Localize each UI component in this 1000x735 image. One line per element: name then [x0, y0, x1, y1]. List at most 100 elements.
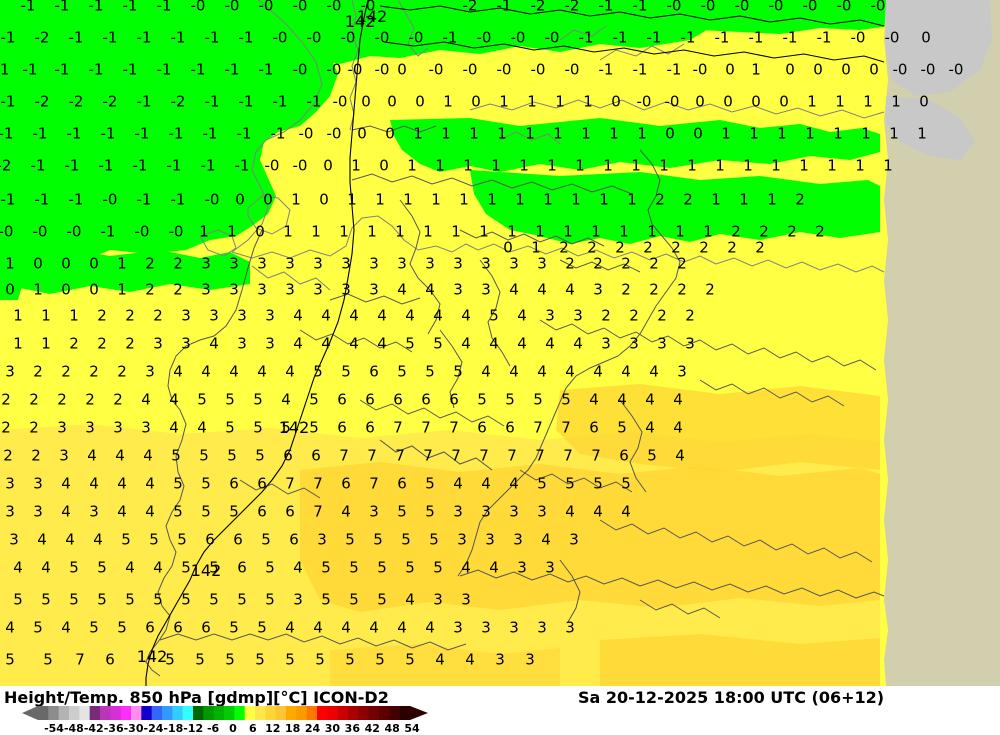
temperature-value: 0: [921, 28, 931, 47]
temperature-value: 1: [721, 124, 731, 143]
temperature-value: 5: [265, 590, 275, 609]
temperature-value: 4: [433, 306, 443, 325]
temperature-value: -0: [32, 222, 48, 241]
temperature-value: 3: [229, 280, 239, 299]
temperature-value: 2: [683, 190, 693, 209]
temperature-value: 6: [365, 390, 375, 409]
colorbar-tick: -12: [183, 722, 204, 735]
temperature-value: 1: [283, 222, 293, 241]
temperature-value: 3: [237, 334, 247, 353]
temperature-value: 3: [9, 530, 19, 549]
temperature-value: -1: [238, 92, 254, 111]
forecast-map[interactable]: -1 -1 -1 -1 -1 -0 -0 -0 -0 -0 -0 -2 -1 -2 -2 -1 -1 -0 -0 -0…: [0, 0, 1000, 686]
temperature-value: 2: [731, 222, 741, 241]
temperature-value: 4: [645, 418, 655, 437]
temperature-value: 4: [145, 474, 155, 493]
temperature-value: 0: [665, 124, 675, 143]
temperature-value: 5: [537, 474, 547, 493]
temperature-value: -1: [748, 28, 764, 47]
temperature-value: 0: [5, 280, 15, 299]
temperature-value: 0: [779, 92, 789, 111]
temperature-value: 3: [181, 306, 191, 325]
temperature-value: -0: [224, 0, 240, 15]
colorbar-swatch: [193, 706, 204, 720]
temperature-value: 3: [545, 306, 555, 325]
temperature-value: 1: [395, 222, 405, 241]
temperature-value: 6: [105, 650, 115, 669]
temperature-value: 2: [657, 306, 667, 325]
temperature-value: -0: [884, 28, 900, 47]
temperature-value: -1: [88, 0, 104, 15]
temperature-value: 1: [827, 156, 837, 175]
temperature-value: 3: [293, 590, 303, 609]
temperature-value: 2: [559, 238, 569, 257]
colorbar-swatch: [399, 706, 411, 720]
temperature-value: -1: [680, 28, 696, 47]
colorbar-left-arrow: [22, 706, 38, 720]
temperature-value: -1: [20, 0, 36, 15]
outside-sea-area: [886, 0, 992, 96]
temperature-value: 5: [309, 390, 319, 409]
temperature-value: 1: [571, 190, 581, 209]
colorbar-swatch: [244, 706, 256, 720]
temperature-value: 5: [281, 418, 291, 437]
temperature-value: 4: [117, 502, 127, 521]
temperature-value: 5: [125, 590, 135, 609]
temperature-value: -1: [132, 156, 148, 175]
temperature-value: 1: [515, 190, 525, 209]
temperature-value: 3: [285, 280, 295, 299]
temperature-value: 4: [209, 334, 219, 353]
temperature-value: 3: [257, 280, 267, 299]
temperature-value: 2: [145, 280, 155, 299]
temperature-value: 0: [323, 156, 333, 175]
temperature-value: 1: [863, 92, 873, 111]
temperature-value: 1: [367, 222, 377, 241]
temperature-value: 3: [453, 618, 463, 637]
temperature-value: 5: [397, 502, 407, 521]
temperature-value: 2: [113, 390, 123, 409]
temperature-value: 5: [173, 474, 183, 493]
temperature-value: 3: [509, 502, 519, 521]
temperature-value: 5: [153, 590, 163, 609]
colorbar-swatch: [162, 706, 173, 720]
temperature-value: -1: [442, 28, 458, 47]
temperature-value: -1: [632, 60, 648, 79]
temperature-value: 1: [609, 124, 619, 143]
temperature-value: 3: [573, 306, 583, 325]
temperature-value: 5: [405, 558, 415, 577]
temperature-value: -1: [134, 124, 150, 143]
temperature-value: 4: [425, 618, 435, 637]
temperature-value: 4: [153, 558, 163, 577]
temperature-value: 5: [97, 558, 107, 577]
temperature-value: 4: [285, 618, 295, 637]
temperature-value: 5: [405, 650, 415, 669]
temperature-value: 5: [349, 590, 359, 609]
temperature-value: 5: [621, 474, 631, 493]
temperature-value: -1: [54, 0, 70, 15]
temperature-value: 4: [537, 362, 547, 381]
temperature-value: 3: [257, 254, 267, 273]
colorbar-swatch: [348, 706, 359, 720]
temperature-value: 5: [255, 446, 265, 465]
temperature-value: 7: [421, 418, 431, 437]
temperature-value: -0: [326, 0, 342, 15]
colorbar-swatch: [306, 706, 318, 720]
temperature-value: 4: [37, 530, 47, 549]
temperature-value: 4: [141, 390, 151, 409]
temperature-value: -1: [238, 28, 254, 47]
temperature-value: 3: [237, 306, 247, 325]
temperature-value: 5: [313, 362, 323, 381]
temperature-value: 1: [311, 222, 321, 241]
temperature-value: 0: [33, 254, 43, 273]
temperature-value: 7: [367, 446, 377, 465]
temperature-value: 2: [89, 362, 99, 381]
temperature-value: 3: [425, 254, 435, 273]
valid-datetime: Sa 20-12-2025 18:00 UTC (06+12): [578, 688, 885, 707]
temperature-value: 2: [649, 280, 659, 299]
colorbar-tick: -18: [163, 722, 184, 735]
temperature-value: 1: [535, 222, 545, 241]
colorbar-swatch: [141, 706, 153, 720]
temperature-value: 5: [199, 446, 209, 465]
temperature-value: 6: [397, 474, 407, 493]
temperature-value: 2: [587, 238, 597, 257]
